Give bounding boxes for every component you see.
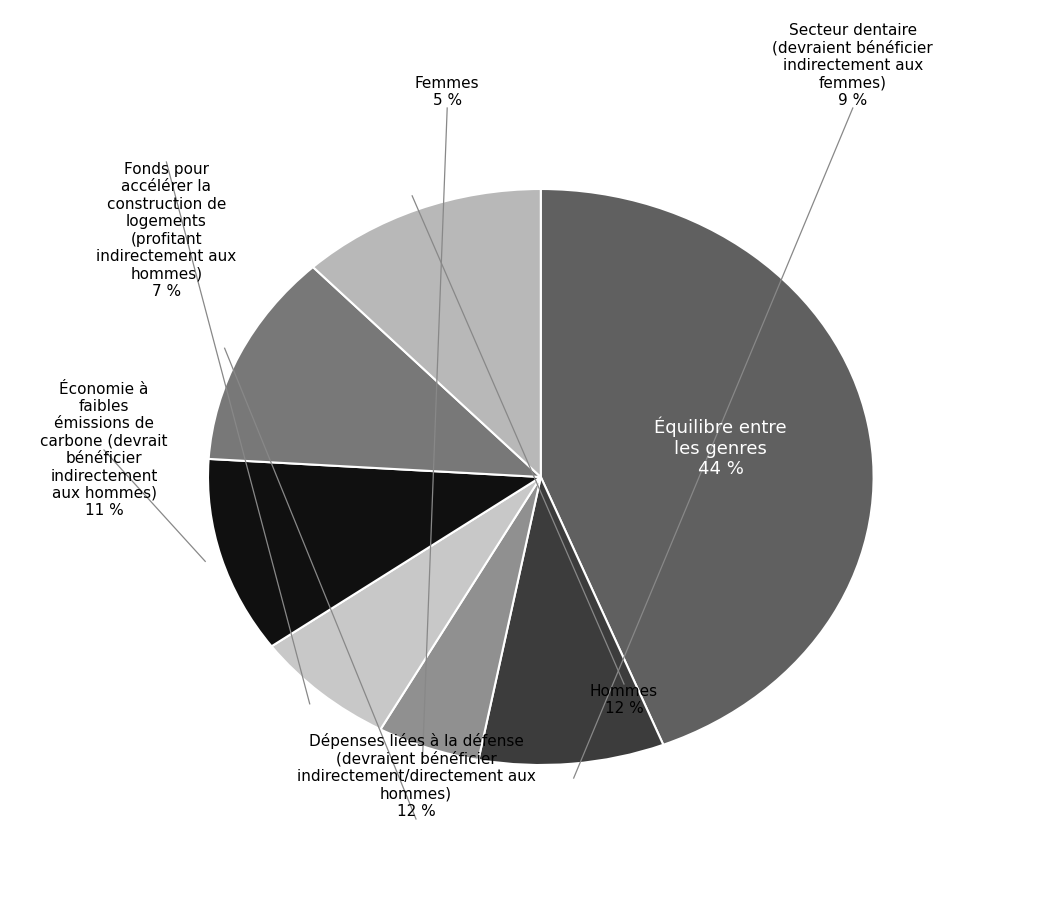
Wedge shape [209,267,541,477]
Wedge shape [541,189,874,745]
Wedge shape [313,189,541,477]
Text: Femmes
5 %: Femmes 5 % [415,76,479,108]
Wedge shape [271,477,541,729]
Text: Secteur dentaire
(devraient bénéficier
indirectement aux
femmes)
9 %: Secteur dentaire (devraient bénéficier i… [773,22,933,108]
Wedge shape [208,459,541,646]
Text: Économie à
faibles
émissions de
carbone (devrait
bénéficier
indirectement
aux ho: Économie à faibles émissions de carbone … [41,382,167,518]
Wedge shape [478,477,664,765]
Text: Hommes
12 %: Hommes 12 % [590,684,658,716]
Wedge shape [381,477,541,760]
Text: Dépenses liées à la défense
(devraient bénéficier
indirectement/directement aux
: Dépenses liées à la défense (devraient b… [296,733,536,819]
Text: Fonds pour
accélérer la
construction de
logements
(profitant
indirectement aux
h: Fonds pour accélérer la construction de … [97,162,236,299]
Text: Équilibre entre
les genres
44 %: Équilibre entre les genres 44 % [654,417,787,479]
